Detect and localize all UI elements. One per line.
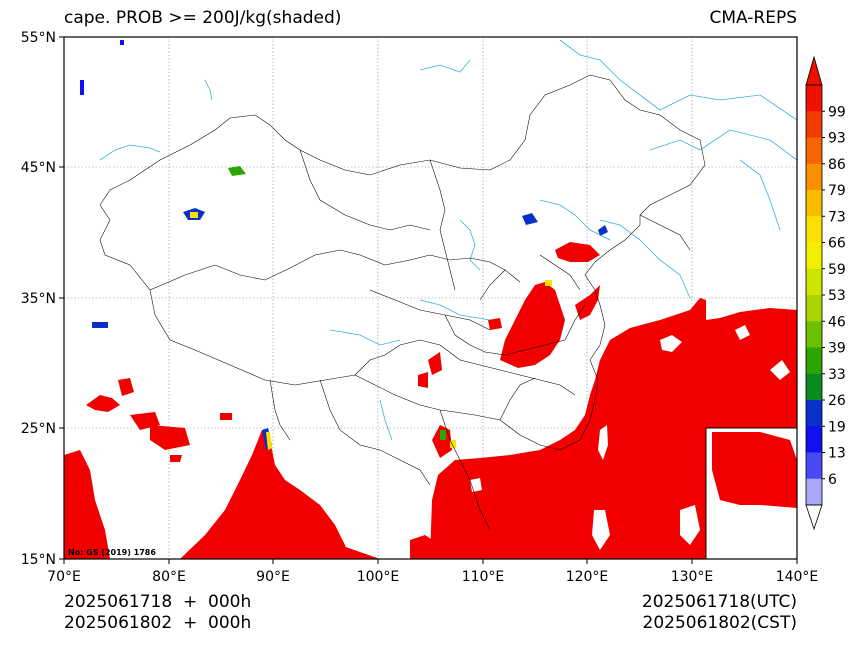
colorbar-swatch bbox=[806, 137, 822, 165]
probability-shading bbox=[64, 242, 797, 559]
lat-label: 15°N bbox=[21, 552, 56, 568]
colorbar-swatch bbox=[806, 216, 822, 243]
lat-label: 25°N bbox=[21, 421, 56, 437]
colorbar-label: 46 bbox=[828, 314, 846, 330]
colorbar-swatch bbox=[806, 347, 822, 375]
colorbar-swatch bbox=[806, 426, 822, 453]
colorbar-label: 19 bbox=[828, 419, 846, 435]
axis-ticks bbox=[59, 36, 798, 564]
colorbar-label: 33 bbox=[828, 367, 846, 383]
model-name: CMA-REPS bbox=[709, 8, 797, 28]
colorbar-label: 86 bbox=[828, 157, 846, 173]
colorbar-swatch bbox=[806, 268, 822, 296]
colorbar-swatch bbox=[806, 452, 822, 480]
colorbar-label: 59 bbox=[828, 262, 846, 278]
latitude-labels: 55°N 45°N 35°N 25°N 15°N bbox=[21, 30, 56, 568]
lon-label: 80°E bbox=[152, 569, 186, 585]
init-time-cst: 2025061802 + 000h bbox=[64, 613, 252, 633]
lat-label: 55°N bbox=[21, 30, 56, 46]
lat-label: 35°N bbox=[21, 291, 56, 307]
valid-time-utc: 2025061718(UTC) bbox=[641, 592, 797, 612]
colorbar-label: 39 bbox=[828, 341, 846, 357]
valid-time-cst: 2025061802(CST) bbox=[642, 613, 797, 633]
colorbar-label: 73 bbox=[828, 209, 846, 225]
lon-label: 130°E bbox=[671, 569, 714, 585]
colorbar-min-arrow bbox=[805, 504, 823, 531]
colorbar-swatch bbox=[806, 400, 822, 427]
land-gaps bbox=[470, 325, 790, 550]
colorbar-swatch bbox=[806, 111, 822, 138]
colorbar-label: 66 bbox=[828, 236, 846, 252]
colorbar-label: 99 bbox=[828, 104, 846, 120]
borders bbox=[99, 74, 706, 531]
colorbar-swatch bbox=[806, 85, 822, 112]
lon-label: 90°E bbox=[256, 569, 290, 585]
colorbar-swatch bbox=[806, 163, 822, 191]
valid-time-block: 2025061718(UTC) 2025061802(CST) bbox=[642, 592, 797, 634]
colorbar-max-arrow bbox=[805, 55, 823, 86]
colorbar-swatch bbox=[806, 321, 822, 348]
init-time-utc: 2025061718 + 000h bbox=[64, 592, 252, 612]
lon-label: 120°E bbox=[566, 569, 609, 585]
probability-gradient-accents bbox=[80, 40, 608, 450]
colorbar-label: 13 bbox=[828, 446, 846, 462]
colorbar-swatch bbox=[806, 373, 822, 401]
map-title: cape. PROB >= 200J/kg(shaded) bbox=[64, 8, 342, 28]
colorbar-swatch bbox=[806, 190, 822, 217]
colorbar-label: 93 bbox=[828, 131, 846, 147]
init-time-block: 2025061718 + 000h 2025061802 + 000h bbox=[64, 592, 251, 634]
colorbar-label: 53 bbox=[828, 288, 846, 304]
colorbar-swatch bbox=[806, 295, 822, 322]
map-approval-number: No: GS (2019) 1786 bbox=[68, 548, 156, 557]
south-china-sea-inset bbox=[705, 427, 797, 559]
lon-label: 70°E bbox=[47, 569, 81, 585]
longitude-labels: 70°E 80°E 90°E 100°E 110°E 120°E 130°E 1… bbox=[47, 569, 818, 585]
colorbar-swatch bbox=[806, 478, 822, 506]
coastlines bbox=[99, 39, 797, 441]
colorbar-swatch bbox=[806, 242, 822, 270]
lon-label: 110°E bbox=[462, 569, 505, 585]
colorbar-label: 26 bbox=[828, 393, 846, 409]
colorbar-label: 79 bbox=[828, 183, 846, 199]
map-area: No: GS (2019) 1786 bbox=[64, 37, 797, 559]
lat-label: 45°N bbox=[21, 160, 56, 176]
lon-label: 140°E bbox=[776, 569, 819, 585]
lon-label: 100°E bbox=[357, 569, 400, 585]
colorbar: 99 93 86 79 73 66 59 53 46 39 33 26 19 13 6 bbox=[805, 55, 846, 531]
colorbar-label: 6 bbox=[828, 472, 837, 488]
